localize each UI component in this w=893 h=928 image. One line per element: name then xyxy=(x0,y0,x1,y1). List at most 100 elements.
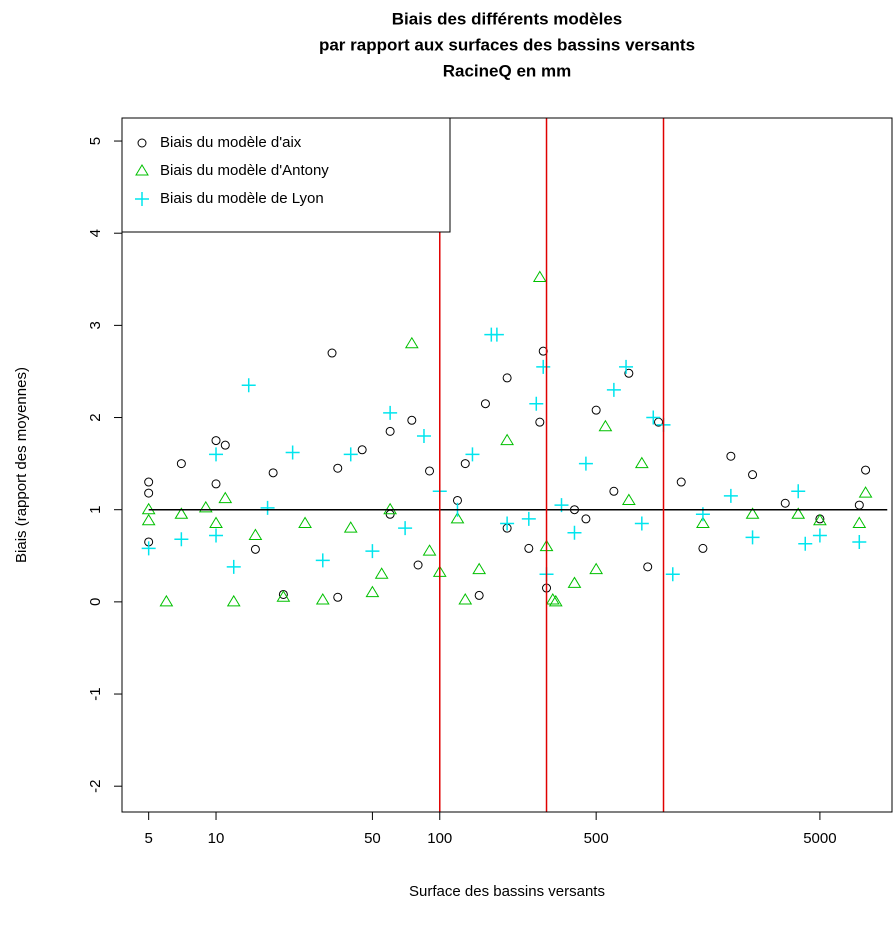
point xyxy=(298,516,312,529)
point xyxy=(791,484,806,499)
point xyxy=(634,516,649,531)
point xyxy=(174,532,189,547)
point xyxy=(780,498,790,508)
point xyxy=(248,528,263,541)
legend-label: Biais du modèle d'aix xyxy=(160,134,302,151)
legend-marker xyxy=(137,138,147,148)
point xyxy=(398,521,413,536)
point xyxy=(357,445,367,455)
point xyxy=(813,513,827,526)
point xyxy=(141,502,156,515)
point xyxy=(791,507,806,519)
point xyxy=(621,493,636,505)
point xyxy=(315,553,330,568)
point xyxy=(852,534,867,549)
x-axis-label: Surface des bassins versants xyxy=(409,883,605,900)
point xyxy=(343,447,358,462)
point xyxy=(144,477,154,487)
point xyxy=(529,396,544,411)
point xyxy=(858,486,873,498)
y-axis-label: Biais (rapport des moyennes) xyxy=(13,367,30,563)
point xyxy=(460,459,470,469)
point xyxy=(665,567,680,582)
chart-title: par rapport aux surfaces des bassins ver… xyxy=(319,35,695,54)
y-tick-label: 5 xyxy=(87,137,104,145)
point xyxy=(383,502,398,515)
point xyxy=(521,511,536,526)
point xyxy=(176,459,186,469)
point xyxy=(407,415,417,425)
x-tick-label: 5000 xyxy=(803,830,836,847)
point xyxy=(374,567,389,579)
point xyxy=(365,585,380,598)
x-tick-label: 100 xyxy=(427,830,452,847)
point xyxy=(211,436,221,446)
point xyxy=(812,528,827,543)
point xyxy=(598,419,613,432)
point xyxy=(416,428,431,443)
point xyxy=(425,466,435,476)
point xyxy=(159,594,174,607)
x-tick-label: 500 xyxy=(584,830,609,847)
point xyxy=(276,590,291,602)
point xyxy=(385,426,395,436)
point xyxy=(198,500,213,513)
point xyxy=(643,562,653,572)
legend-marker xyxy=(135,164,149,176)
point xyxy=(609,486,619,496)
point xyxy=(422,544,437,556)
point xyxy=(141,513,156,526)
legend-label: Biais du modèle d'Antony xyxy=(160,162,329,179)
point xyxy=(333,592,343,602)
point xyxy=(226,559,241,574)
point xyxy=(218,491,233,504)
y-tick-label: 2 xyxy=(87,413,104,421)
point xyxy=(854,500,864,510)
point xyxy=(250,544,260,554)
point xyxy=(144,488,154,498)
point xyxy=(209,516,223,529)
chart-title: RacineQ en mm xyxy=(443,61,572,80)
point xyxy=(745,507,760,519)
point xyxy=(606,382,621,397)
point xyxy=(209,528,224,543)
point xyxy=(404,336,419,349)
point xyxy=(676,477,686,487)
point xyxy=(581,514,591,524)
point xyxy=(591,405,601,415)
point xyxy=(589,562,604,575)
point xyxy=(532,270,547,282)
point xyxy=(536,359,551,374)
point xyxy=(474,590,484,600)
point xyxy=(220,440,230,450)
point xyxy=(327,348,337,358)
legend-label: Biais du modèle de Lyon xyxy=(160,190,324,207)
point xyxy=(726,451,736,461)
point xyxy=(500,516,515,531)
legend-marker xyxy=(135,192,149,206)
point xyxy=(472,562,487,575)
point xyxy=(698,543,708,553)
point xyxy=(489,327,504,342)
y-tick-label: 0 xyxy=(87,598,104,606)
chart-title: Biais des différents modèles xyxy=(392,9,623,28)
point xyxy=(413,560,423,570)
point xyxy=(241,378,256,393)
point xyxy=(852,516,867,529)
point xyxy=(285,445,300,460)
point xyxy=(500,433,515,446)
point xyxy=(723,488,738,503)
point xyxy=(748,470,758,480)
point xyxy=(861,465,871,475)
point xyxy=(548,594,563,607)
x-tick-label: 5 xyxy=(144,830,152,847)
y-tick-label: -1 xyxy=(87,687,104,700)
y-tick-label: 1 xyxy=(87,506,104,514)
point xyxy=(383,405,398,420)
point xyxy=(209,447,224,462)
point xyxy=(226,594,241,607)
point xyxy=(567,525,582,540)
point xyxy=(798,536,813,551)
y-tick-label: 4 xyxy=(87,229,104,237)
